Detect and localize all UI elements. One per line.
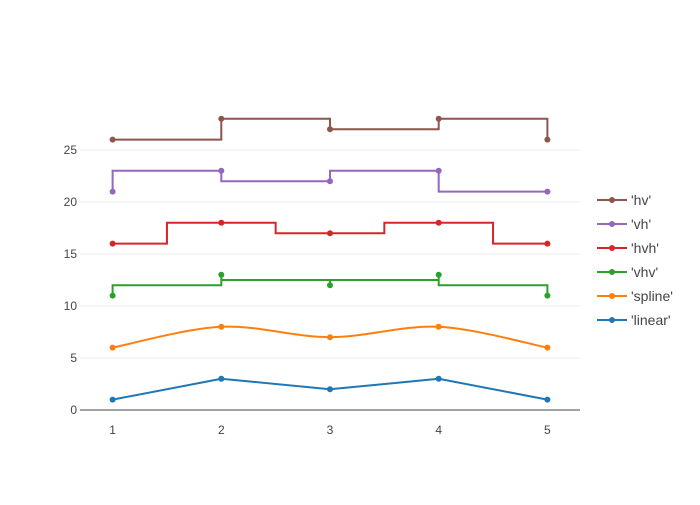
legend-item-vhv[interactable]: 'vhv': [597, 264, 658, 280]
legend-label: 'hv': [631, 192, 651, 208]
data-point-vhv[interactable]: [435, 271, 442, 278]
data-point-hv[interactable]: [109, 136, 116, 143]
data-point-hvh[interactable]: [327, 230, 333, 237]
data-point-spline[interactable]: [327, 334, 333, 341]
legend-item-vh[interactable]: 'vh': [597, 216, 651, 232]
x-tick-label: 1: [109, 423, 116, 437]
data-point-hvh[interactable]: [109, 240, 116, 247]
data-point-vhv[interactable]: [218, 271, 225, 278]
legend-item-spline[interactable]: 'spline': [597, 288, 673, 304]
legend-label: 'linear': [631, 312, 671, 328]
data-point-hv[interactable]: [435, 115, 442, 122]
data-point-hv[interactable]: [327, 126, 333, 133]
data-point-hvh[interactable]: [435, 219, 442, 226]
series-linear[interactable]: [109, 375, 551, 403]
data-point-linear[interactable]: [109, 396, 116, 403]
data-point-hv[interactable]: [218, 115, 225, 122]
data-point-hv[interactable]: [544, 136, 551, 143]
axis-layer: 0 5 10 15 20 25 1 2 3 4 5: [64, 143, 580, 437]
legend-swatch-marker: [609, 197, 615, 203]
y-tick-label: 5: [70, 351, 77, 365]
data-point-linear[interactable]: [327, 386, 333, 393]
data-point-spline[interactable]: [544, 344, 551, 351]
data-point-spline[interactable]: [109, 344, 116, 351]
x-tick-label: 3: [327, 423, 334, 437]
data-point-linear[interactable]: [435, 375, 442, 382]
x-tick-label: 4: [435, 423, 442, 437]
x-tick-label: 2: [218, 423, 225, 437]
data-point-vhv[interactable]: [327, 282, 333, 289]
legend-item-hv[interactable]: 'hv': [597, 192, 651, 208]
data-point-vh[interactable]: [327, 178, 333, 185]
series-hvh[interactable]: [109, 219, 551, 247]
data-point-hvh[interactable]: [218, 219, 225, 226]
data-point-vh[interactable]: [435, 167, 442, 174]
legend-swatch-marker: [609, 269, 615, 275]
data-point-vh[interactable]: [218, 167, 225, 174]
data-point-vhv[interactable]: [109, 292, 116, 299]
data-point-hvh[interactable]: [544, 240, 551, 247]
legend-swatch-marker: [609, 245, 615, 251]
data-point-linear[interactable]: [218, 375, 225, 382]
legend-label: 'vhv': [631, 264, 658, 280]
y-tick-label: 20: [64, 195, 78, 209]
data-point-spline[interactable]: [435, 323, 442, 330]
grid-layer: [80, 149, 580, 359]
legend-swatch-marker: [609, 317, 615, 323]
y-tick-label: 25: [64, 143, 78, 157]
y-tick-label: 10: [64, 299, 78, 313]
y-tick-label: 15: [64, 247, 78, 261]
series-vh[interactable]: [109, 167, 551, 195]
legend-swatch-marker: [609, 221, 615, 227]
legend[interactable]: 'hv' 'vh' 'hvh' 'vhv' 'spline' 'linear': [597, 192, 673, 328]
data-point-spline[interactable]: [218, 323, 225, 330]
legend-label: 'vh': [631, 216, 651, 232]
data-point-vh[interactable]: [544, 188, 551, 195]
legend-swatch-marker: [609, 293, 615, 299]
data-point-vhv[interactable]: [544, 292, 551, 299]
data-point-vh[interactable]: [109, 188, 116, 195]
legend-item-hvh[interactable]: 'hvh': [597, 240, 659, 256]
series-vhv[interactable]: [109, 271, 551, 299]
data-point-linear[interactable]: [544, 396, 551, 403]
x-tick-label: 5: [544, 423, 551, 437]
series-spline[interactable]: [109, 323, 551, 351]
legend-label: 'spline': [631, 288, 673, 304]
legend-item-linear[interactable]: 'linear': [597, 312, 671, 328]
series-hv[interactable]: [109, 115, 551, 143]
series-layer: [109, 115, 551, 403]
y-tick-label: 0: [70, 403, 77, 417]
legend-label: 'hvh': [631, 240, 659, 256]
